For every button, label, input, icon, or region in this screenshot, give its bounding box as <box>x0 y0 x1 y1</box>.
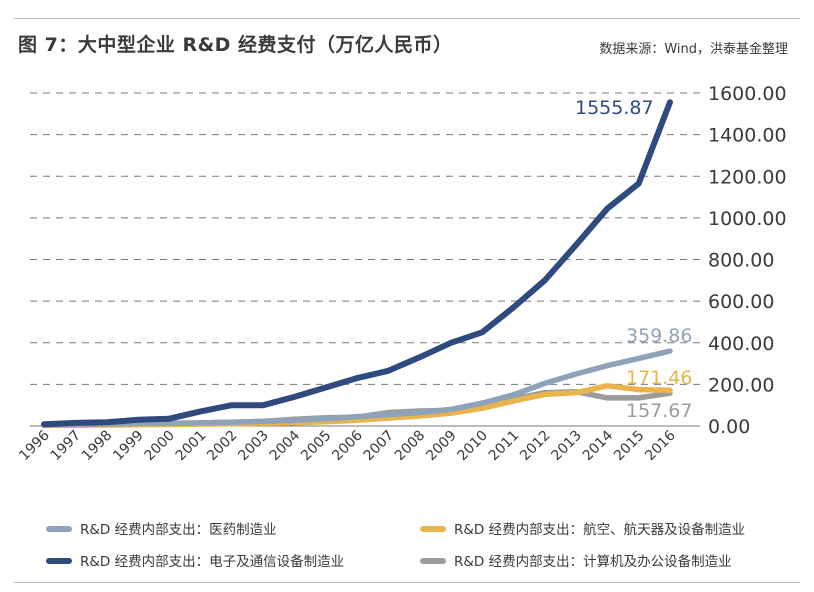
end-value-label: 171.46 <box>626 367 692 389</box>
x-tick-label: 2015 <box>611 428 648 465</box>
end-value-label: 1555.87 <box>575 97 654 119</box>
x-tick-label: 1997 <box>48 428 85 465</box>
legend-item-computer: R&D 经费内部支出：计算机及办公设备制造业 <box>420 550 732 570</box>
series-lines <box>41 99 673 429</box>
y-tick-label: 1200.00 <box>708 166 787 188</box>
x-tick-label: 2016 <box>642 427 679 464</box>
y-tick-label: 600.00 <box>708 291 774 313</box>
top-rule <box>14 18 800 19</box>
x-tick-label: 2014 <box>580 427 617 464</box>
source-note: 数据来源：Wind，洪泰基金整理 <box>599 42 788 57</box>
bottom-rule <box>14 582 800 583</box>
y-tick-label: 200.00 <box>708 374 774 396</box>
y-tick-label: 400.00 <box>708 333 774 355</box>
x-tick-label: 2006 <box>329 427 366 464</box>
x-tick-label: 2004 <box>267 427 304 464</box>
end-labels: 359.86 171.46 1555.87 157.67 <box>575 97 692 422</box>
legend-swatch <box>420 526 446 532</box>
x-tick-label: 1998 <box>79 428 116 465</box>
x-tick-label: 2001 <box>173 428 210 465</box>
series-line <box>41 99 673 428</box>
legend-label: R&D 经费内部支出：医药制造业 <box>80 522 277 538</box>
legend-label: R&D 经费内部支出：计算机及办公设备制造业 <box>454 554 732 570</box>
end-value-label: 359.86 <box>626 325 692 347</box>
y-tick-label: 1600.00 <box>708 83 787 105</box>
x-tick-label: 2000 <box>142 428 179 465</box>
legend-swatch <box>46 526 72 532</box>
x-tick-label: 2007 <box>361 428 398 465</box>
legend-item-aerospace: R&D 经费内部支出：航空、航天器及设备制造业 <box>420 518 745 538</box>
legend-item-electronics: R&D 经费内部支出：电子及通信设备制造业 <box>46 550 344 570</box>
series-line <box>41 348 673 428</box>
y-tick-label: 1400.00 <box>708 125 787 147</box>
x-tick-label: 2009 <box>423 428 460 465</box>
legend-label: R&D 经费内部支出：电子及通信设备制造业 <box>80 554 345 570</box>
end-value-label: 157.67 <box>626 400 692 422</box>
x-tick-label: 1999 <box>110 428 147 465</box>
x-tick-label: 2011 <box>486 428 523 465</box>
x-tick-label: 2013 <box>548 428 585 465</box>
y-tick-label: 0.00 <box>708 416 750 438</box>
x-tick-label: 2005 <box>298 428 335 465</box>
x-tick-label: 2012 <box>517 428 554 465</box>
legend-label: R&D 经费内部支出：航空、航天器及设备制造业 <box>454 522 746 538</box>
x-tick-label: 2003 <box>235 428 272 465</box>
x-tick-label: 2008 <box>392 428 429 465</box>
x-tick-label: 1996 <box>16 427 53 464</box>
legend-swatch <box>46 558 72 564</box>
y-tick-label: 800.00 <box>708 250 774 272</box>
x-tick-label: 2010 <box>455 428 492 465</box>
chart-title: 图 7：大中型企业 R&D 经费支付（万亿人民币） <box>18 34 453 56</box>
y-tick-label: 1000.00 <box>708 208 787 230</box>
x-axis-ticks: 1996199719981999200020012002200320042005… <box>16 427 679 464</box>
x-tick-label: 2002 <box>204 428 241 465</box>
y-axis-ticks: 0.00 200.00 400.00 600.00 800.00 1000.00 1200.… <box>708 83 787 438</box>
legend-item-pharma: R&D 经费内部支出：医药制造业 <box>46 518 277 538</box>
legend-swatch <box>420 558 446 564</box>
